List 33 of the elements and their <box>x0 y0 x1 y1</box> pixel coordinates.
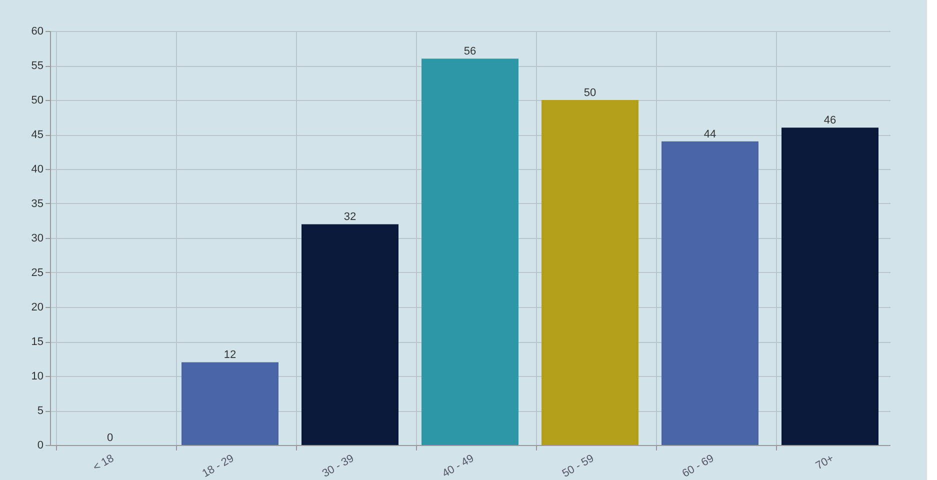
x-tick-label: 50 - 59 <box>560 452 596 480</box>
y-tick-label: 55 <box>31 60 44 72</box>
bar <box>662 141 758 445</box>
y-tick-label: 45 <box>31 129 44 141</box>
data-label: 56 <box>464 46 476 58</box>
data-label: 44 <box>704 128 716 140</box>
bar <box>542 100 638 445</box>
x-tick-label: 70+ <box>814 452 836 472</box>
bar <box>782 128 878 445</box>
x-tick-label: < 18 <box>91 452 116 474</box>
y-tick-label: 10 <box>31 370 44 382</box>
y-tick-label: 20 <box>31 302 44 314</box>
y-tick-label: 5 <box>37 405 44 417</box>
data-label: 50 <box>584 87 596 99</box>
data-label: 0 <box>106 432 114 444</box>
data-label: 46 <box>824 114 836 127</box>
y-tick-label: 30 <box>31 232 44 244</box>
y-tick-label: 40 <box>31 164 44 176</box>
bar <box>302 224 398 445</box>
bar <box>422 58 518 445</box>
y-tick-label: 50 <box>31 94 44 106</box>
data-label: 32 <box>344 211 356 224</box>
y-tick-label: 60 <box>31 26 44 38</box>
y-tick-label: 15 <box>31 336 44 348</box>
data-label: 12 <box>224 349 236 362</box>
x-tick-label: 30 - 39 <box>320 452 356 480</box>
y-tick-label: 35 <box>31 198 44 210</box>
x-tick-label: 40 - 49 <box>440 452 476 480</box>
y-tick-label: 0 <box>37 440 44 452</box>
bar <box>182 362 278 445</box>
x-tick-label: 18 - 29 <box>200 452 236 480</box>
y-tick-label: 25 <box>31 267 44 279</box>
x-tick-label: 60 - 69 <box>680 452 716 480</box>
